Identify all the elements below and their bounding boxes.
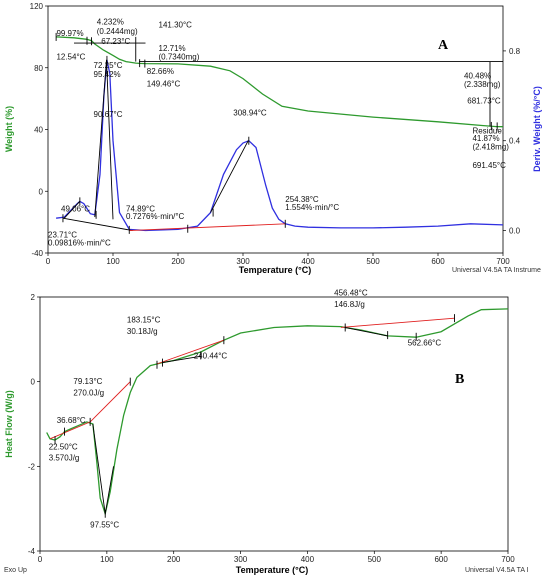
annotation-label: 254.38°C [285,195,319,204]
annotation-label: 67.23°C [101,37,130,46]
annotation-label: 1.554%·min/°C [285,203,339,212]
chart-b-y-label: Heat Flow (W/g) [4,390,14,458]
annotation-label: 308.94°C [233,109,267,118]
annotation-label: 79.13°C [73,377,102,386]
annotation-label: 12.54°C [56,52,85,61]
annotation-label: 82.66% [147,67,174,76]
y-right-tick-label: 0.4 [509,137,521,146]
y-tick-label: 2 [31,293,36,302]
y-tick-label: 0 [39,187,44,196]
chart-b-footer-left: Exo Up [4,567,27,574]
annotation-label: 0.09816%·min/°C [48,238,111,247]
x-tick-label: 500 [366,257,380,266]
x-tick-label: 700 [496,257,510,266]
annotation-label: 40.48% [464,72,491,81]
chart-a-plot-area [47,5,504,254]
annotation-label: 562.66°C [408,338,442,347]
tangent-line [104,466,114,514]
annotation-label: 141.30°C [159,21,193,30]
annotation-label: 30.18J/g [127,327,158,336]
annotation-label: 97.55°C [90,521,119,530]
chart-a-y-left-label: Weight (%) [4,106,14,152]
annotation-label: 270.0J/g [73,389,104,398]
y-tick-label: -4 [28,547,36,556]
chart-a-x-label: Temperature (°C) [239,265,311,275]
baseline-line [62,217,133,231]
x-tick-label: 400 [301,257,315,266]
x-tick-label: 300 [234,555,248,564]
annotation-label: 183.15°C [127,315,161,324]
y-tick-label: 80 [34,64,43,73]
chart-b-panel-label: B [455,372,464,387]
y-right-tick-label: 0.8 [509,47,521,56]
annotation-label: 456.48°C [334,289,368,298]
x-tick-label: 100 [100,555,114,564]
x-tick-label: 700 [501,555,515,564]
x-tick-label: 300 [236,257,250,266]
annotation-label: (0.7340mg) [159,52,200,61]
y-right-tick-label: 0.0 [509,227,521,236]
chart-b-footer: Universal V4.5A TA I [465,567,529,574]
x-tick-label: 500 [368,555,382,564]
y-tick-label: 0 [31,378,36,387]
annotation-label: 4.232% [97,18,124,27]
x-tick-label: 200 [167,555,181,564]
baseline-line [49,421,91,440]
baseline-line [156,339,225,365]
y-tick-label: 40 [34,126,43,135]
annotation-label: 72.25°C [94,61,123,70]
chart-b-x-label: Temperature (°C) [236,565,308,575]
tangent-line [63,201,81,219]
x-tick-label: 600 [431,257,445,266]
x-tick-label: 100 [106,257,120,266]
tangent-line [94,59,107,218]
annotation-label: 90.67°C [94,110,123,119]
chart-b: Heat Flow (W/g) Temperature (°C) B Exo U… [4,289,529,575]
annotation-label: 49.06°C [61,204,90,213]
x-tick-label: 0 [46,257,51,266]
annotation-label: 12.71% [159,44,186,53]
tangent-line [162,355,201,364]
chart-a: Weight (%) Deriv. Weight (%/°C) Temperat… [4,2,542,275]
tangent-line [106,59,114,220]
baseline-line [340,317,455,328]
x-tick-label: 600 [434,555,448,564]
annotation-label: 3.570J/g [49,453,80,462]
tangent-line [210,140,249,213]
x-tick-label: 400 [301,555,315,564]
tangent-line [344,327,388,337]
annotation-label: Residue: [472,126,504,135]
chart-a-panel-label: A [438,38,449,53]
annotation-label: 74.89°C [126,204,155,213]
annotation-label: 146.8J/g [334,300,365,309]
y-tick-label: -40 [31,249,43,258]
annotation-label: 41.87% [472,134,499,143]
baseline-line [89,381,131,423]
annotation-label: 23.71°C [48,231,77,240]
annotation-label: (0.2444mg) [97,27,138,36]
annotation-label: 681.73°C [467,96,501,105]
annotation-label: 691.45°C [472,161,506,170]
annotation-label: 149.46°C [147,79,181,88]
x-tick-label: 0 [38,555,43,564]
chart-a-y-right-label: Deriv. Weight (%/°C) [532,86,542,172]
annotation-label: (2.338mg) [464,80,501,89]
annotation-label: 36.68°C [57,416,86,425]
annotation-label: 0.7276%·min/°C [126,212,185,221]
chart-b-plot-area [39,296,509,552]
annotation-label: 240.44°C [194,351,228,360]
series-line [56,59,504,232]
annotation-label: 22.50°C [49,442,78,451]
annotation-label: 99.97% [56,29,83,38]
x-tick-label: 200 [171,257,185,266]
y-tick-label: 120 [30,2,44,11]
tangent-line [92,423,106,514]
baseline-line [129,223,286,231]
annotation-label: (2.418mg) [472,143,509,152]
y-tick-label: -2 [28,462,36,471]
chart-a-footer: Universal V4.5A TA Instrume [452,267,541,274]
